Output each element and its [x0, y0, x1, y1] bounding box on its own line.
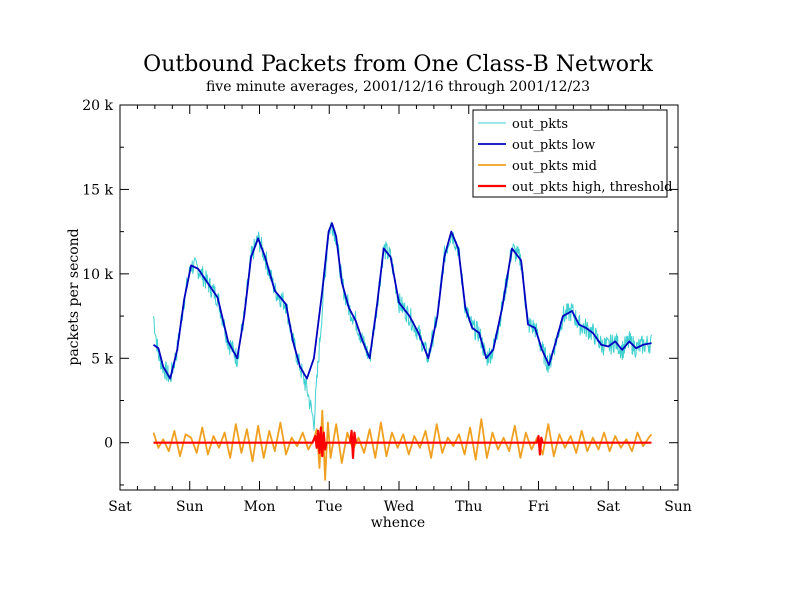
- y-tick-label: 15 k: [82, 182, 113, 198]
- legend-label: out_pkts: [512, 117, 568, 132]
- x-tick-label: Mon: [244, 499, 276, 515]
- axis-ticks: Sat Sun Mon Tue Wed Thu Fri Sat Sun 0 5 k 10 k 15 k 2…: [82, 98, 692, 515]
- x-tick-label: Sat: [596, 499, 620, 515]
- x-tick-label: Thu: [455, 499, 482, 515]
- y-tick-label: 20 k: [82, 98, 113, 114]
- series-line-out-pkts-mid: [152, 409, 653, 481]
- x-tick-label: Fri: [528, 499, 549, 515]
- legend-box: [472, 109, 668, 198]
- y-axis-label: packets per second: [66, 228, 82, 365]
- y-tick-label: 10 k: [82, 267, 113, 283]
- x-tick-label: Wed: [384, 499, 415, 515]
- x-tick-label: Sun: [664, 499, 692, 515]
- x-tick-label: Sun: [176, 499, 204, 515]
- y-tick-label: 0: [104, 436, 113, 452]
- x-tick-label: Tue: [316, 499, 343, 515]
- legend-label: out_pkts low: [512, 138, 595, 153]
- x-tick-label: Sat: [108, 499, 132, 515]
- legend-label: out_pkts high, threshold: [512, 180, 673, 195]
- y-tick-label: 5 k: [91, 351, 113, 367]
- plot-area: Sat Sun Mon Tue Wed Thu Fri Sat Sun 0 5 k 10 k 15 k 2…: [82, 98, 692, 515]
- x-axis-label: whence: [371, 515, 425, 531]
- chart-subtitle: five minute averages, 2001/12/16 through…: [206, 79, 590, 95]
- series-line-out-pkts: [153, 221, 652, 431]
- series-line-out-pkts-low: [152, 222, 652, 380]
- legend-label: out_pkts mid: [512, 159, 597, 174]
- chart-title: Outbound Packets from One Class-B Networ…: [143, 52, 653, 77]
- series-line-out-pkts-high-threshold: [153, 426, 652, 459]
- legend: out_pkts out_pkts low out_pkts mid out_pkts…: [472, 109, 673, 198]
- series-layer: [152, 221, 653, 481]
